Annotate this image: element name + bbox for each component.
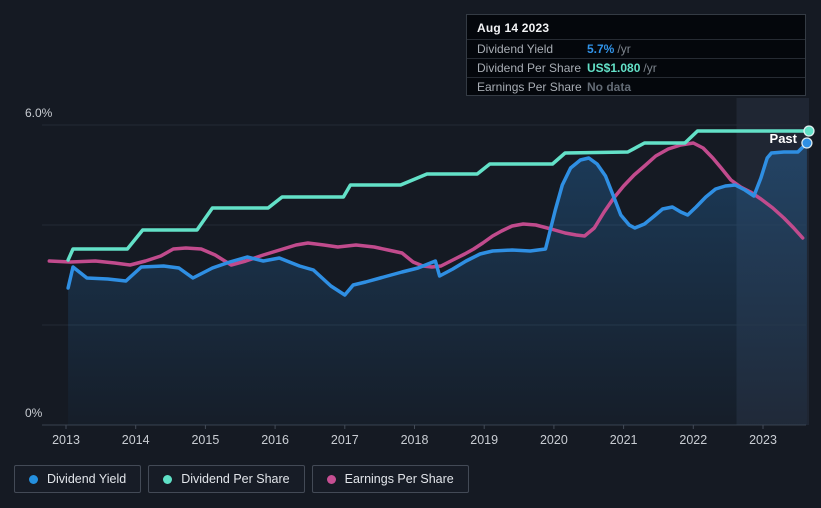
- y-axis-label-6pct: 6.0%: [25, 106, 53, 120]
- x-axis-label-2013: 2013: [52, 433, 80, 447]
- x-axis-label-2021: 2021: [610, 433, 638, 447]
- x-axis-label-2018: 2018: [401, 433, 429, 447]
- tooltip-value: US$1.080: [587, 61, 641, 75]
- tooltip-date: Aug 14 2023: [477, 21, 550, 35]
- x-axis-label-2015: 2015: [191, 433, 219, 447]
- dividend-yield-dot-icon: [29, 474, 38, 484]
- tooltip-label: Dividend Per Share: [477, 61, 582, 75]
- dividend-per-share-dot-icon: [163, 474, 173, 484]
- x-axis-label-2014: 2014: [122, 433, 150, 447]
- x-axis-label-2020: 2020: [540, 433, 568, 447]
- dividend-yield-line: [66, 141, 809, 297]
- legend-item-dividend-per-share[interactable]: Dividend Per Share: [148, 465, 305, 493]
- past-label: Past: [769, 131, 797, 146]
- dividend-per-share-line: [66, 129, 811, 262]
- x-axis-label-2017: 2017: [331, 433, 359, 447]
- legend-label: Earnings Per Share: [344, 472, 454, 486]
- chart-legend: Dividend Yield Dividend Per Share Earnin…: [14, 465, 469, 493]
- earnings-per-share-dot-icon: [326, 474, 336, 484]
- x-axis-label-2016: 2016: [261, 433, 289, 447]
- tooltip-unit: /yr: [617, 42, 631, 56]
- x-axis-label-2022: 2022: [679, 433, 707, 447]
- y-axis-label-0pct: 0%: [25, 406, 43, 420]
- tooltip-value: No data: [587, 80, 632, 94]
- dividend-yield-area: [68, 143, 807, 425]
- tooltip-label: Earnings Per Share: [477, 80, 582, 94]
- tooltip-unit: /yr: [643, 61, 657, 75]
- earnings-per-share-line: [47, 141, 805, 269]
- tooltip-label: Dividend Yield: [477, 42, 554, 56]
- tooltip-row-earnings-per-share: Earnings Per Share No data: [467, 77, 805, 96]
- x-axis-label-2019: 2019: [470, 433, 498, 447]
- legend-label: Dividend Per Share: [181, 472, 290, 486]
- x-axis-label-2023: 2023: [749, 433, 777, 447]
- legend-label: Dividend Yield: [47, 472, 127, 486]
- dividend-per-share-end-dot: [803, 125, 815, 137]
- legend-item-earnings-per-share[interactable]: Earnings Per Share: [311, 465, 469, 493]
- dividend-yield-end-dot: [801, 137, 813, 149]
- tooltip-row-dividend-per-share: Dividend Per Share US$1.080 /yr: [467, 58, 805, 77]
- tooltip-row-dividend-yield: Dividend Yield 5.7% /yr: [467, 39, 805, 58]
- tooltip-value: 5.7%: [587, 42, 615, 56]
- legend-item-dividend-yield[interactable]: Dividend Yield: [14, 465, 142, 493]
- chart-tooltip: Aug 14 2023 Dividend Yield 5.7% /yr Divi…: [466, 14, 806, 96]
